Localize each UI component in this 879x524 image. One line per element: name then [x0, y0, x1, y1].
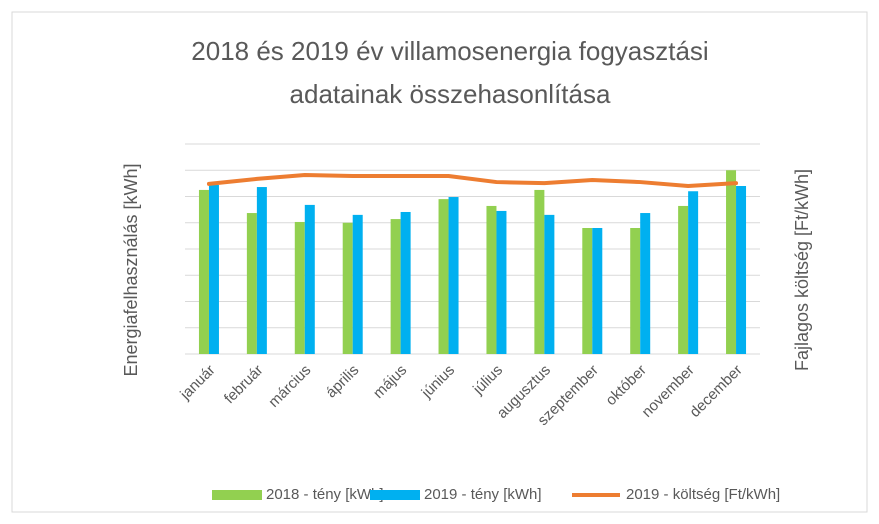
bar: [246, 213, 257, 354]
bar: [198, 189, 209, 354]
bar: [630, 228, 641, 354]
legend-swatch: [212, 490, 262, 500]
bar: [544, 214, 555, 354]
bar: [640, 213, 651, 354]
bar: [390, 219, 401, 354]
legend-label: 2019 - költség [Ft/kWh]: [626, 486, 780, 503]
bar: [256, 187, 267, 354]
bar: [438, 199, 449, 354]
line: [206, 172, 739, 188]
y-axis-title: Energiafelhasználás [kWh]: [121, 163, 141, 376]
bar: [688, 191, 699, 354]
bar: [294, 221, 305, 354]
bar: [486, 205, 497, 354]
bar: [534, 189, 545, 354]
legend-label: 2018 - tény [kWh]: [266, 486, 384, 503]
bar: [736, 186, 747, 354]
bar: [496, 210, 507, 354]
legend-swatch: [370, 490, 420, 500]
chart-title: 2018 és 2019 év villamosenergia fogyaszt…: [191, 36, 709, 109]
bar: [342, 222, 353, 354]
bar: [678, 205, 689, 354]
bar: [726, 170, 737, 354]
bar: [592, 228, 603, 354]
bar: [208, 184, 219, 354]
bar: [582, 228, 593, 354]
bar: [352, 214, 363, 354]
y2-axis-title: Fajlagos költség [Ft/kWh]: [792, 169, 812, 371]
bar: [400, 211, 411, 354]
legend-label: 2019 - tény [kWh]: [424, 486, 542, 503]
bar: [448, 197, 459, 354]
bar: [304, 204, 315, 354]
